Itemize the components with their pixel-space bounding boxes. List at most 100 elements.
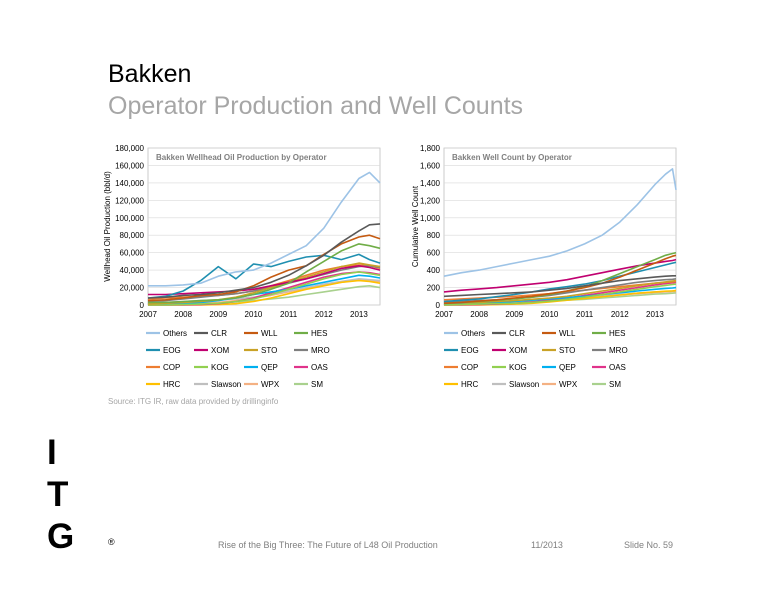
- series-line: [147, 262, 381, 305]
- x-tick-label: 2008: [174, 310, 192, 319]
- legend-label: Slawson: [509, 380, 539, 389]
- legend-label: HES: [609, 329, 625, 338]
- x-tick-label: 2009: [209, 310, 227, 319]
- y-tick-label: 1,000: [420, 214, 441, 223]
- y-tick-label: 400: [427, 266, 441, 275]
- logo-letter: T: [47, 475, 69, 514]
- y-tick-label: 1,400: [420, 179, 441, 188]
- legend-label: STO: [559, 346, 575, 355]
- legend-label: MRO: [609, 346, 628, 355]
- legend-label: Others: [461, 329, 485, 338]
- x-tick-label: 2011: [576, 310, 594, 319]
- footer-date: 11/2013: [531, 540, 563, 550]
- y-tick-label: 100,000: [115, 214, 144, 223]
- x-tick-label: 2010: [245, 310, 263, 319]
- legend-label: EOG: [163, 346, 181, 355]
- footer-slide-number: Slide No. 59: [624, 540, 674, 550]
- legend-label: KOG: [211, 363, 229, 372]
- series-line: [147, 223, 381, 299]
- legend-label: WLL: [261, 329, 278, 338]
- series-line: [443, 286, 677, 305]
- legend-label: HRC: [461, 380, 479, 389]
- legend-label: Others: [163, 329, 187, 338]
- series-line: [443, 275, 676, 298]
- x-tick-label: 2013: [646, 310, 664, 319]
- legend-label: Slawson: [211, 380, 241, 389]
- series-line: [148, 265, 381, 296]
- source-note: Source: ITG IR, raw data provided by dri…: [108, 397, 279, 406]
- series-line: [147, 274, 381, 305]
- legend-label: COP: [461, 363, 478, 372]
- x-tick-label: 2009: [505, 310, 523, 319]
- series-line: [147, 253, 381, 299]
- legend-label: XOM: [509, 346, 528, 355]
- page-title: Bakken: [108, 60, 192, 88]
- registered-mark: ®: [108, 537, 115, 547]
- legend-label: XOM: [211, 346, 230, 355]
- x-tick-label: 2007: [139, 310, 157, 319]
- x-tick-label: 2011: [280, 310, 298, 319]
- legend-label: SM: [609, 380, 621, 389]
- x-tick-label: 2013: [350, 310, 368, 319]
- y-tick-label: 140,000: [115, 179, 144, 188]
- y-axis-label: Wellhead Oil Production (bbl/d): [103, 171, 112, 282]
- chart-title: Bakken Well Count by Operator: [452, 153, 572, 162]
- legend-label: KOG: [509, 363, 527, 372]
- well-count-chart: 0 200 400 600 800 1,000 1,200 1,400 1,600 1,800 20…: [411, 144, 677, 389]
- x-tick-label: 2007: [435, 310, 453, 319]
- y-tick-label: 180,000: [115, 144, 144, 153]
- y-tick-label: 120,000: [115, 196, 144, 205]
- footer-presentation-title: Rise of the Big Three: The Future of L48…: [218, 540, 438, 550]
- x-tick-label: 2008: [470, 310, 488, 319]
- legend-label: HRC: [163, 380, 181, 389]
- legend-label: STO: [261, 346, 277, 355]
- x-tick-label: 2012: [315, 310, 333, 319]
- legend-label: OAS: [609, 363, 626, 372]
- series-line: [148, 243, 381, 304]
- itg-logo: I T G: [47, 432, 74, 558]
- y-tick-label: 200: [427, 284, 441, 293]
- legend-label: OAS: [311, 363, 328, 372]
- series-line: [147, 234, 381, 302]
- legend-label: EOG: [461, 346, 479, 355]
- legend-label: WLL: [559, 329, 576, 338]
- legend-label: QEP: [261, 363, 278, 372]
- y-tick-label: 40,000: [120, 266, 145, 275]
- y-axis-label: Cumulative Well Count: [411, 185, 420, 267]
- legend-label: MRO: [311, 346, 330, 355]
- series-line: [443, 254, 677, 305]
- series-line: [443, 279, 677, 305]
- legend-label: HES: [311, 329, 327, 338]
- legend-label: WPX: [261, 380, 280, 389]
- series-line: [148, 171, 381, 287]
- y-tick-label: 0: [140, 301, 145, 310]
- legend-label: WPX: [559, 380, 578, 389]
- y-tick-label: 1,600: [420, 161, 441, 170]
- legend-label: CLR: [509, 329, 525, 338]
- y-tick-label: 600: [427, 249, 441, 258]
- x-tick-label: 2012: [611, 310, 629, 319]
- y-tick-label: 800: [427, 231, 441, 240]
- x-tick-label: 2010: [541, 310, 559, 319]
- page-subtitle: Operator Production and Well Counts: [108, 92, 524, 120]
- legend-label: CLR: [211, 329, 227, 338]
- legend-label: QEP: [559, 363, 576, 372]
- series-line: [443, 261, 677, 303]
- production-chart: 0 20,000 40,000 60,000 80,000 100,000 120,000 1…: [103, 144, 381, 389]
- chart-title: Bakken Wellhead Oil Production by Operat…: [156, 153, 327, 162]
- y-tick-label: 1,200: [420, 196, 441, 205]
- y-tick-label: 20,000: [120, 284, 145, 293]
- y-tick-label: 80,000: [120, 231, 145, 240]
- y-tick-label: 1,800: [420, 144, 441, 153]
- logo-letter: I: [47, 433, 57, 472]
- series-line: [443, 258, 677, 293]
- y-tick-label: 60,000: [120, 249, 145, 258]
- legend-label: COP: [163, 363, 180, 372]
- legend-label: SM: [311, 380, 323, 389]
- y-tick-label: 160,000: [115, 161, 144, 170]
- logo-letter: G: [47, 517, 75, 556]
- series-line: [443, 283, 677, 306]
- y-tick-label: 0: [436, 301, 441, 310]
- series-line: [443, 168, 677, 277]
- series-line: [148, 271, 381, 306]
